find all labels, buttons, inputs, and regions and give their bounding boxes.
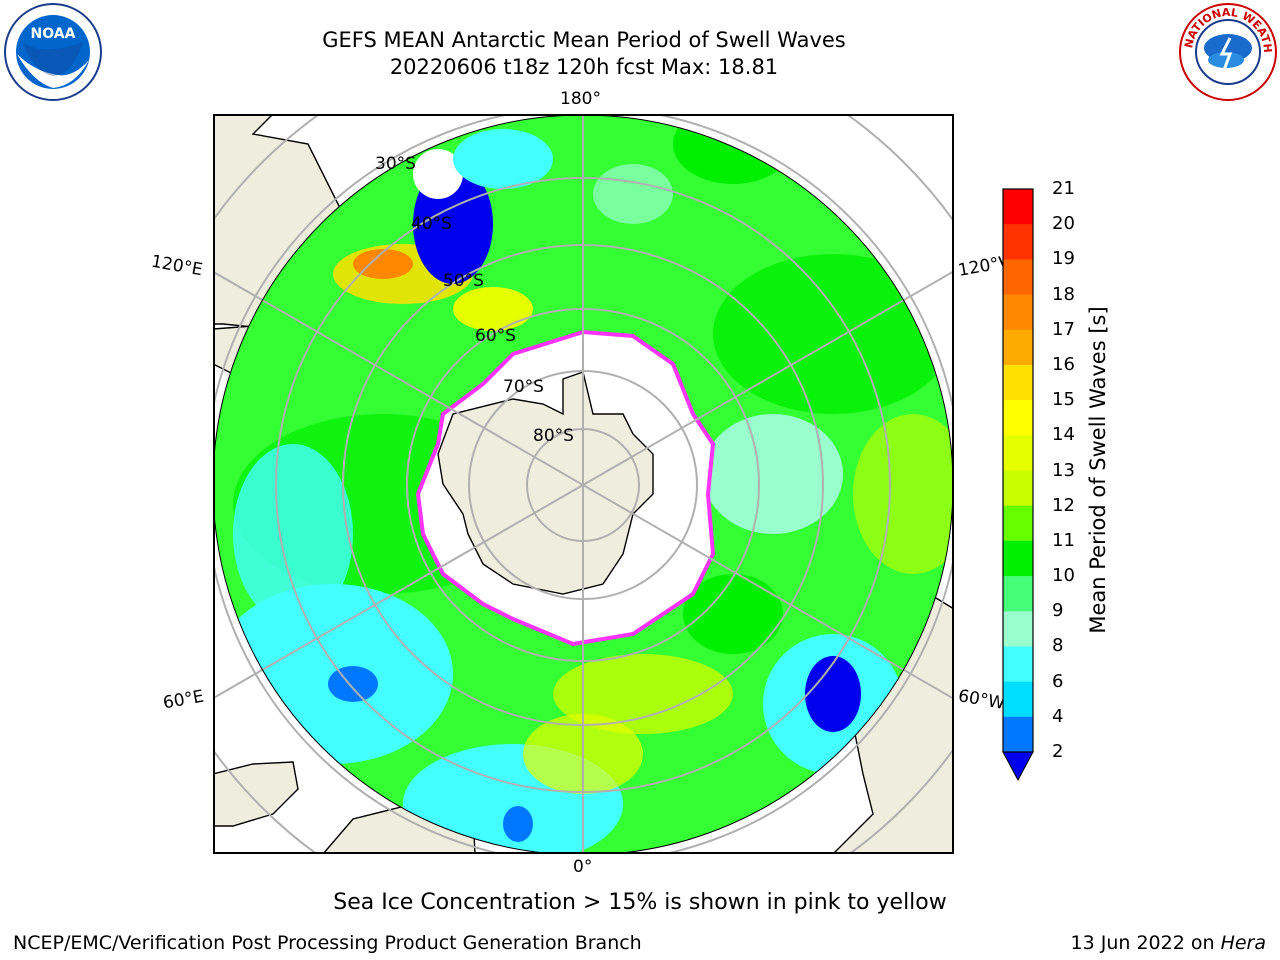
colorbar-tick-label: 10	[1052, 565, 1075, 587]
chart-subtitle: 20220606 t18z 120h fcst Max: 18.81	[389, 55, 779, 79]
graticule	[213, 114, 954, 854]
lon-label-0: 0°	[573, 857, 593, 877]
colorbar-tick-label: 19	[1052, 248, 1075, 270]
chart-title: GEFS MEAN Antarctic Mean Period of Swell…	[322, 28, 846, 52]
land-madagascar	[213, 761, 299, 827]
colorbar-cell	[1003, 329, 1033, 366]
colorbar-cell	[1003, 364, 1033, 401]
colorbar-cell	[1003, 505, 1033, 542]
lat-label-30s: 30°S	[375, 154, 416, 174]
lat-label-70s: 70°S	[503, 377, 544, 397]
sea-ice-note: Sea Ice Concentration > 15% is shown in …	[333, 890, 947, 915]
colorbar-cell	[1003, 540, 1033, 577]
colorbar-tick-label: 16	[1052, 353, 1075, 375]
colorbar-tick-label: 21	[1052, 178, 1075, 199]
footer-machine: Hera	[1220, 932, 1266, 954]
footer-credit: NCEP/EMC/Verification Post Processing Pr…	[13, 932, 642, 954]
lat-label-50s: 50°S	[443, 271, 484, 291]
colorbar-tick-label: 17	[1052, 318, 1075, 340]
colorbar-tick-label: 6	[1052, 670, 1064, 692]
colorbar-tick-label: 15	[1052, 389, 1075, 411]
colorbar-cell	[1003, 716, 1033, 753]
colorbar-title: Mean Period of Swell Waves [s]	[1086, 306, 1110, 634]
colorbar-tick-label: 20	[1052, 213, 1075, 235]
colorbar-cell	[1003, 576, 1033, 612]
lat-label-40s: 40°S	[411, 214, 452, 234]
lon-label-120e: 120°E	[149, 251, 205, 281]
colorbar-cell	[1003, 189, 1033, 225]
lon-label-60w: 60°W	[956, 686, 1007, 714]
noaa-logo: NOAA	[3, 2, 103, 106]
colorbar-tick-label: 8	[1052, 635, 1064, 657]
colorbar-cell	[1003, 259, 1033, 296]
colorbar-cell	[1003, 681, 1033, 718]
lon-label-60e: 60°E	[161, 686, 206, 714]
footer-date: 13 Jun 2022 on Hera	[1071, 932, 1266, 954]
colorbar-extend-arrow	[1002, 751, 1034, 782]
colorbar-cell	[1003, 435, 1033, 471]
nws-logo: NATIONAL WEATHER SERVICE	[1174, 0, 1278, 106]
colorbar	[1002, 188, 1034, 783]
colorbar-cell	[1003, 294, 1033, 331]
colorbar-tick-label: 12	[1052, 494, 1075, 516]
noaa-logo-text: NOAA	[31, 26, 76, 42]
footer-date-text: 13 Jun 2022 on	[1070, 932, 1221, 954]
colorbar-cell	[1003, 224, 1033, 260]
colorbar-tick-label: 14	[1052, 424, 1075, 446]
colorbar-cell	[1003, 470, 1033, 507]
lon-label-180: 180°	[560, 89, 601, 109]
colorbar-tick-label: 2	[1052, 741, 1064, 762]
colorbar-tick-label: 11	[1052, 529, 1075, 551]
colorbar-tick-label: 4	[1052, 705, 1064, 727]
lat-label-80s: 80°S	[533, 426, 574, 446]
colorbar-cell	[1003, 646, 1033, 683]
colorbar-cell	[1003, 611, 1033, 647]
colorbar-tick-label: 13	[1052, 459, 1075, 481]
lat-label-60s: 60°S	[475, 326, 516, 346]
polar-map: 30°S 40°S 50°S 60°S 70°S 80°S	[213, 114, 954, 854]
colorbar-tick-label: 18	[1052, 283, 1075, 305]
colorbar-tick-label: 9	[1052, 600, 1064, 622]
colorbar-cell	[1003, 400, 1033, 436]
